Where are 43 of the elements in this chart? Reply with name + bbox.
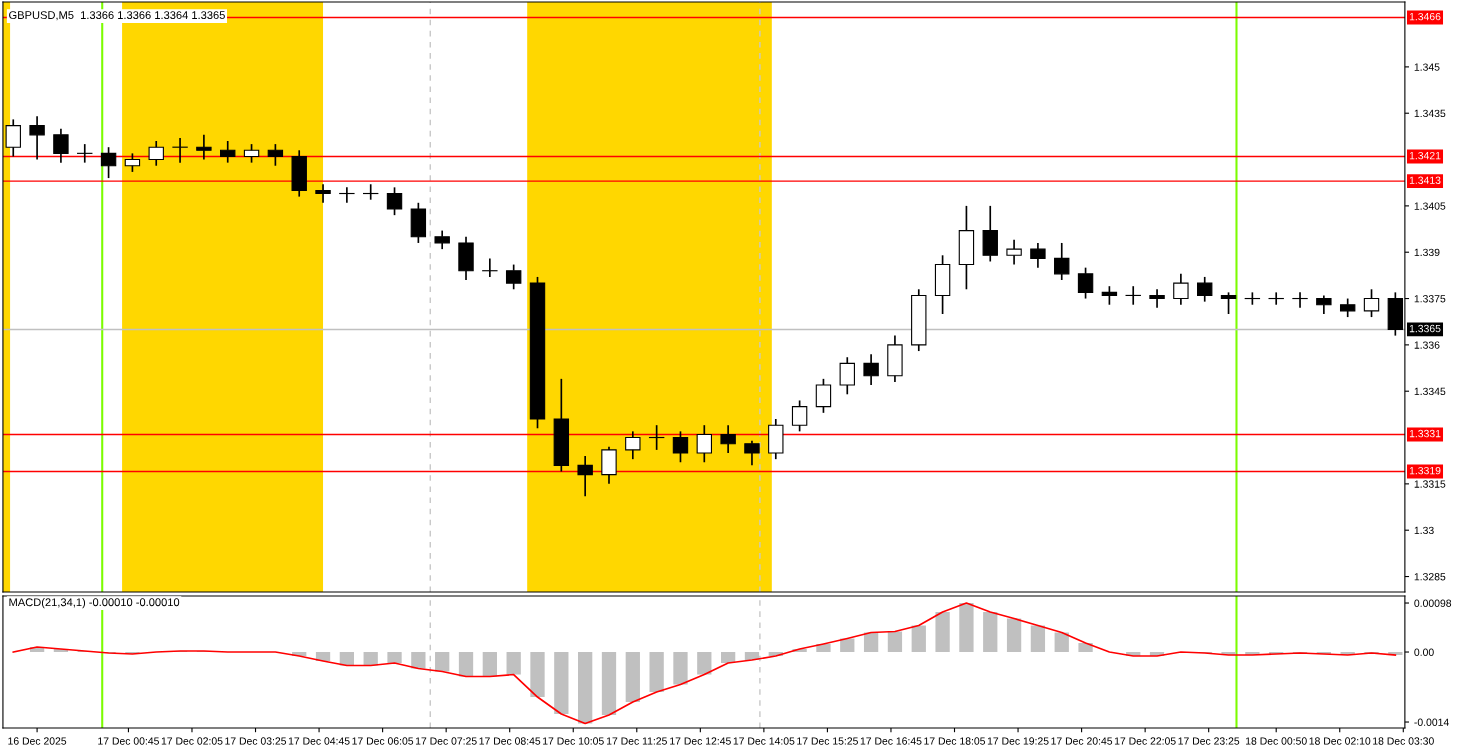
y-tick-label: 1.33 <box>1414 526 1434 535</box>
x-tick-label: 17 Dec 22:05 <box>1114 737 1176 745</box>
ref-line-label: 1.3413 <box>1409 176 1441 184</box>
x-tick-label: 17 Dec 04:45 <box>288 737 350 745</box>
y-tick-label: 0.00098 <box>1414 599 1452 607</box>
x-tick-label: 17 Dec 12:45 <box>670 737 731 745</box>
y-tick-label: 1.3435 <box>1414 109 1446 118</box>
x-tick-label: 16 Dec 2025 <box>8 737 67 745</box>
x-tick-label: 18 Dec 02:10 <box>1309 737 1371 745</box>
y-tick-label: 1.3285 <box>1414 573 1446 581</box>
x-tick-label: 17 Dec 10:05 <box>543 737 604 745</box>
x-tick-label: 17 Dec 02:05 <box>161 737 223 745</box>
x-tick-label: 17 Dec 19:25 <box>987 737 1049 745</box>
x-tick-label: 17 Dec 08:45 <box>479 737 541 745</box>
ref-line-label: 1.3421 <box>1409 151 1441 160</box>
y-tick-label: 0.00 <box>1414 648 1434 656</box>
x-tick-label: 17 Dec 16:45 <box>860 737 922 745</box>
x-tick-label: 17 Dec 06:05 <box>352 737 414 745</box>
x-tick-label: 17 Dec 11:25 <box>606 737 667 745</box>
text: GBPUSD,M5 1.3366 1.3366 1.3364 1.3365 <box>9 11 225 21</box>
ref-line-label: 1.3319 <box>1409 466 1441 475</box>
x-tick-label: 17 Dec 00:45 <box>98 737 159 745</box>
chart-title: MACD(21,34,1) -0.00010 -0.00010 <box>9 598 180 609</box>
x-tick-label: 17 Dec 15:25 <box>797 737 858 745</box>
x-tick-label: 18 Dec 03:30 <box>1373 737 1434 745</box>
y-tick-label: 1.3405 <box>1414 202 1446 210</box>
ref-line-label: 1.3365 <box>1409 324 1441 333</box>
x-tick-label: 17 Dec 18:05 <box>924 737 986 745</box>
ref-line-label: 1.3331 <box>1409 429 1441 438</box>
x-tick-label: 17 Dec 07:25 <box>415 737 477 745</box>
y-tick-label: 1.3345 <box>1414 387 1446 396</box>
y-tick-label: 1.336 <box>1414 341 1440 349</box>
y-tick-label: 1.3315 <box>1414 480 1446 488</box>
ref-line-label: 1.3466 <box>1409 12 1441 21</box>
y-tick-label: 1.345 <box>1414 63 1440 71</box>
y-tick-label: 1.339 <box>1414 248 1440 257</box>
y-tick-label: -0.0014 <box>1414 718 1449 726</box>
y-tick-label: 1.3375 <box>1414 295 1446 303</box>
x-tick-label: 17 Dec 20:45 <box>1051 737 1113 745</box>
x-tick-label: 17 Dec 03:25 <box>225 737 287 745</box>
x-tick-label: 18 Dec 00:50 <box>1246 737 1307 745</box>
x-tick-label: 17 Dec 23:25 <box>1178 737 1240 745</box>
x-tick-label: 17 Dec 14:05 <box>733 737 795 745</box>
